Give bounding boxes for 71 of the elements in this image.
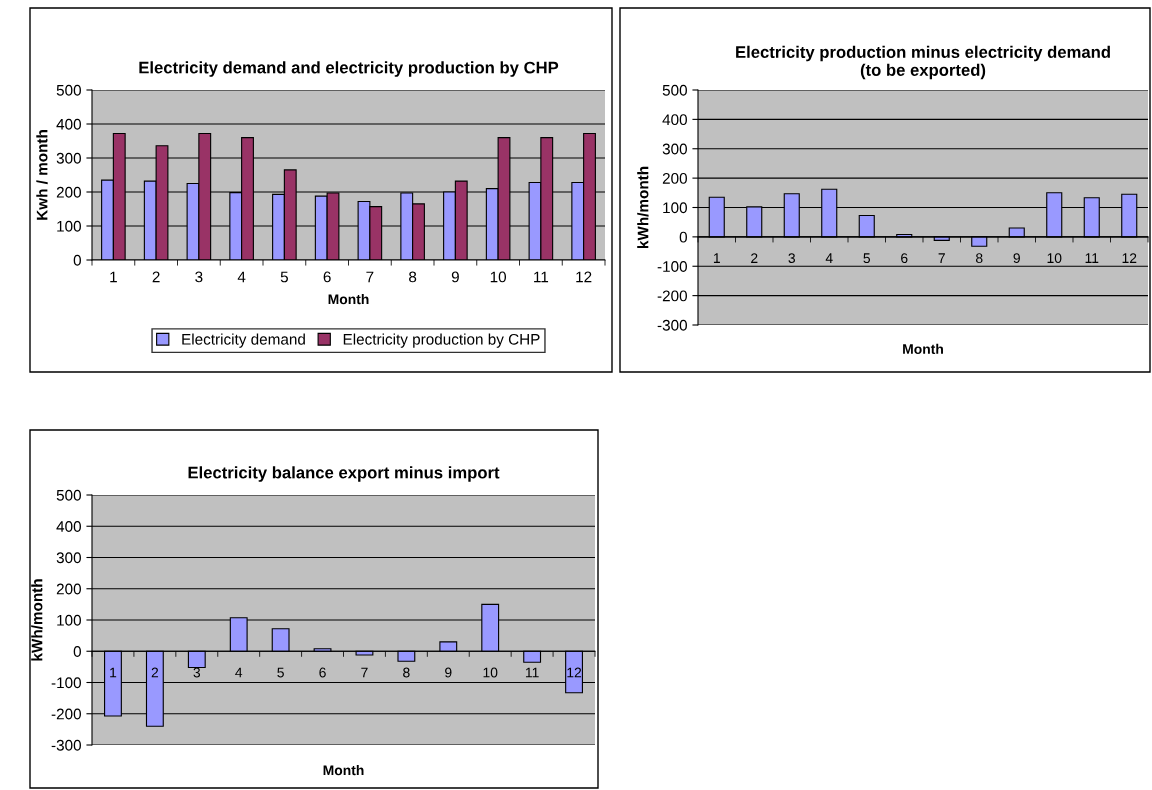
y-axis-title: kWh/month [637,166,649,249]
x-tick-label: 7 [361,667,368,678]
legend-label: Electricity demand [182,333,305,348]
x-axis-title: Month [323,765,364,776]
x-tick-label: 11 [1085,253,1099,263]
y-tick-label: 300 [662,143,687,155]
y-tick-label: 300 [56,552,81,564]
x-tick-label: 12 [576,271,592,283]
x-tick-label: 8 [409,271,417,283]
y-tick-label: 200 [662,172,687,184]
x-tick-label: 10 [490,271,507,283]
y-tick-label: 0 [73,646,81,657]
x-tick-label: 4 [237,271,246,283]
y-tick-label: 500 [56,84,81,96]
x-axis-title: Month [328,294,369,305]
x-tick-label: 9 [445,667,452,678]
x-tick-label: 6 [323,271,331,283]
chart-title: Electricity demand and electricity production by CHP [139,61,559,77]
x-tick-label: 4 [235,667,243,678]
x-tick-label: 5 [280,271,288,283]
y-tick-label: 100 [663,202,687,214]
y-axis-title: kWh/month [31,579,43,661]
x-tick-label: 11 [525,667,539,678]
y-tick-label: -100 [51,677,81,689]
y-tick-label: 500 [662,84,687,96]
x-tick-label: 1 [110,667,117,678]
x-tick-label: 8 [975,253,983,264]
x-tick-label: 12 [1122,253,1137,263]
x-tick-label: 5 [863,253,871,264]
y-tick-label: 500 [56,489,81,501]
x-tick-label: 4 [825,253,833,263]
y-tick-label: 300 [56,152,81,164]
y-axis-title: Kwh / month [36,130,48,220]
y-tick-label: -100 [657,261,687,272]
x-tick-label: 6 [319,667,326,678]
x-tick-label: 7 [366,271,374,283]
y-tick-label: -200 [657,290,687,302]
y-tick-label: 400 [56,118,81,130]
x-tick-label: 7 [938,253,945,263]
x-tick-label: 5 [277,667,284,678]
y-tick-label: 200 [56,186,81,198]
x-tick-label: 12 [567,667,582,678]
y-tick-label: 100 [57,614,81,626]
y-tick-label: 0 [73,254,81,266]
y-tick-label: -300 [51,739,81,751]
x-tick-label: 8 [403,667,410,678]
y-tick-label: 400 [662,114,687,126]
x-tick-label: 3 [788,253,795,264]
x-tick-label: 11 [534,271,549,283]
y-tick-label: 0 [679,231,687,243]
x-tick-label: 1 [110,271,117,283]
x-axis-title: Month [903,343,943,354]
x-tick-label: 9 [1013,253,1020,264]
x-tick-label: 2 [152,271,160,283]
x-tick-label: 2 [751,253,758,263]
y-tick-label: 100 [57,220,81,232]
y-tick-label: -200 [51,708,81,720]
x-tick-label: 10 [483,667,498,678]
y-tick-label: 400 [56,521,81,532]
chart-title: Electricity balance export minus import [188,466,500,482]
x-tick-label: 3 [195,271,203,283]
x-tick-label: 9 [451,271,459,283]
legend-label: Electricity production by CHP [343,333,540,348]
y-tick-label: -300 [657,319,687,331]
y-tick-label: 200 [56,583,81,595]
x-tick-label: 6 [901,253,908,264]
chart-title: Electricity production minus electricity demand (to be exported) [736,45,1110,80]
x-tick-label: 10 [1047,253,1062,264]
x-tick-label: 1 [713,253,720,263]
x-tick-label: 3 [193,667,201,678]
x-tick-label: 2 [151,667,159,678]
